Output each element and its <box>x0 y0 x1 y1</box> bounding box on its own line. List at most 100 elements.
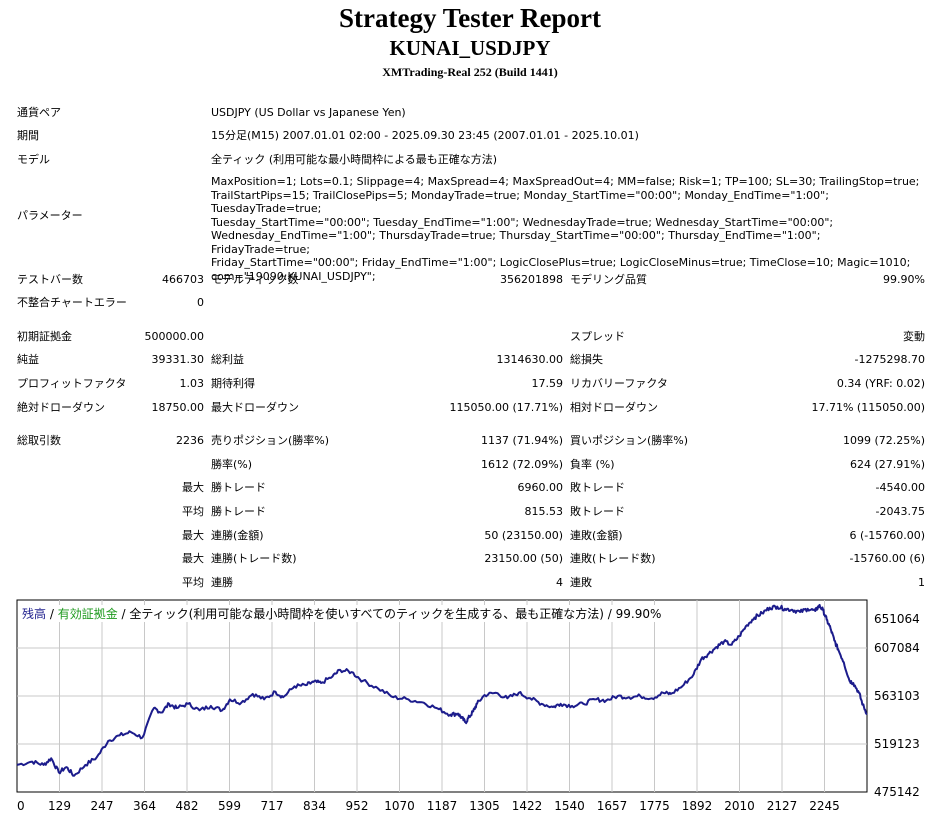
abs-dd-label: 絶対ドローダウン <box>17 401 105 414</box>
y-tick-label: 607084 <box>874 641 920 655</box>
max-cons-loss-money-label: 連敗(金額) <box>570 529 623 542</box>
ticks-label: モデルティック数 <box>211 273 299 286</box>
legend-equity: 有効証拠金 <box>57 607 118 621</box>
legend-separator: / <box>117 607 130 621</box>
symbol-value: USDJPY (US Dollar vs Japanese Yen) <box>211 106 406 119</box>
recovery-value: 0.34 (YRF: 0.02) <box>836 377 925 390</box>
x-tick-label: 2245 <box>809 799 840 813</box>
y-tick-label: 475142 <box>874 785 920 799</box>
avg-cons-win-value: 4 <box>556 576 563 589</box>
max-cons-win-money-label: 連勝(金額) <box>211 529 264 542</box>
x-tick-label: 1892 <box>682 799 713 813</box>
x-axis-ticks: 0 129 247 364 482 599 717 834 952 1070 1187 1305 142… <box>17 799 840 813</box>
deposit-label: 初期証拠金 <box>17 330 72 343</box>
spread-label: スプレッド <box>570 330 625 343</box>
balance-series-line <box>16 603 868 777</box>
report-subtitle: KUNAI_USDJPY <box>389 36 551 60</box>
max-cons-win-trades-value: 23150.00 (50) <box>484 552 563 565</box>
loss-rate-value: 624 (27.91%) <box>849 458 925 471</box>
bars-value: 466703 <box>162 273 204 286</box>
legend-model-text: 全ティック(利用可能な最小時間枠を使いすべてのティックを生成する、最も正確な方法… <box>129 607 662 621</box>
short-value: 1137 (71.94%) <box>480 434 563 447</box>
avg-win-label: 勝トレード <box>211 505 266 518</box>
x-tick-label: 1775 <box>639 799 670 813</box>
max-label-1: 最大 <box>182 481 204 494</box>
params-value: MaxPosition=1; Lots=0.1; Slippage=4; Max… <box>211 175 920 283</box>
avg-cons-loss-label: 連敗 <box>570 576 592 589</box>
rel-dd-value: 17.71% (115050.00) <box>811 401 925 414</box>
mismatch-value: 0 <box>197 296 204 309</box>
symbol-label: 通貨ペア <box>17 106 61 119</box>
total-trades-value: 2236 <box>176 434 204 447</box>
x-tick-label: 834 <box>303 799 326 813</box>
largest-loss-value: -4540.00 <box>875 481 925 494</box>
loss-rate-label: 負率 (%) <box>570 458 615 471</box>
rel-dd-label: 相対ドローダウン <box>570 401 658 414</box>
total-trades-label: 総取引数 <box>17 434 61 447</box>
max-cons-loss-trades-label: 連敗(トレード数) <box>570 552 656 565</box>
legend-separator: / <box>46 607 58 621</box>
avg-cons-win-label: 連勝 <box>211 576 233 589</box>
net-value: 39331.30 <box>151 353 205 366</box>
avg-loss-value: -2043.75 <box>875 505 925 518</box>
x-tick-label: 482 <box>176 799 199 813</box>
gross-loss-label: 総損失 <box>570 353 603 366</box>
max-dd-value: 115050.00 (17.71%) <box>449 401 563 414</box>
max-label-2: 最大 <box>182 529 204 542</box>
long-value: 1099 (72.25%) <box>842 434 925 447</box>
period-label: 期間 <box>17 129 39 142</box>
x-tick-label: 717 <box>261 799 284 813</box>
long-label: 買いポジション(勝率%) <box>570 434 689 447</box>
bars-label: テストバー数 <box>17 273 83 286</box>
equity-chart: 0 129 247 364 482 599 717 834 952 1070 1187 1305 142… <box>14 599 928 814</box>
x-tick-label: 1657 <box>597 799 628 813</box>
params-label: パラメーター <box>17 209 83 222</box>
win-rate-value: 1612 (72.09%) <box>480 458 563 471</box>
largest-win-label: 勝トレード <box>211 481 266 494</box>
chart-legend: 残高 / 有効証拠金 / 全ティック(利用可能な最小時間枠を使いすべてのティック… <box>22 605 662 622</box>
x-tick-label: 129 <box>48 799 71 813</box>
deposit-value: 500000.00 <box>144 330 205 343</box>
chart-grid <box>17 600 867 792</box>
x-tick-label: 1070 <box>384 799 415 813</box>
max-cons-win-money-value: 50 (23150.00) <box>484 529 563 542</box>
legend-balance: 残高 <box>22 607 47 621</box>
y-tick-label: 651064 <box>874 612 920 626</box>
x-tick-label: 2127 <box>767 799 798 813</box>
x-tick-label: 952 <box>346 799 369 813</box>
x-tick-label: 0 <box>17 799 25 813</box>
x-tick-label: 1540 <box>554 799 585 813</box>
avg-cons-loss-value: 1 <box>918 576 925 589</box>
x-tick-label: 1422 <box>512 799 543 813</box>
gross-profit-value: 1314630.00 <box>496 353 563 366</box>
max-cons-loss-money-value: 6 (-15760.00) <box>849 529 925 542</box>
model-label: モデル <box>17 153 50 166</box>
gross-profit-label: 総利益 <box>211 353 244 366</box>
avg-loss-label: 敗トレード <box>570 505 625 518</box>
mismatch-label: 不整合チャートエラー <box>17 296 127 309</box>
x-tick-label: 599 <box>218 799 241 813</box>
net-label: 純益 <box>17 353 39 366</box>
short-label: 売りポジション(勝率%) <box>211 434 330 447</box>
x-tick-label: 1187 <box>427 799 458 813</box>
x-tick-label: 247 <box>91 799 114 813</box>
recovery-label: リカバリーファクタ <box>570 377 668 390</box>
largest-loss-label: 敗トレード <box>570 481 625 494</box>
quality-label: モデリング品質 <box>570 273 647 286</box>
max-cons-win-trades-label: 連勝(トレード数) <box>211 552 297 565</box>
win-rate-label: 勝率(%) <box>211 458 253 471</box>
expected-value: 17.59 <box>531 377 564 390</box>
spread-value: 変動 <box>903 330 925 343</box>
report-server: XMTrading-Real 252 (Build 1441) <box>382 65 558 79</box>
model-value: 全ティック (利用可能な最小時間枠による最も正確な方法) <box>211 153 498 166</box>
x-tick-label: 2010 <box>724 799 755 813</box>
equity-chart-svg: 0 129 247 364 482 599 717 834 952 1070 1187 1305 142… <box>16 599 920 813</box>
largest-win-value: 6960.00 <box>517 481 564 494</box>
y-axis-ticks: 651064 607084 563103 519123 475142 <box>874 612 920 799</box>
quality-value: 99.90% <box>883 273 925 286</box>
avg-win-value: 815.53 <box>524 505 564 518</box>
pf-value: 1.03 <box>179 377 205 390</box>
max-cons-loss-trades-value: -15760.00 (6) <box>849 552 925 565</box>
max-dd-label: 最大ドローダウン <box>211 401 299 414</box>
gross-loss-value: -1275298.70 <box>854 353 925 366</box>
